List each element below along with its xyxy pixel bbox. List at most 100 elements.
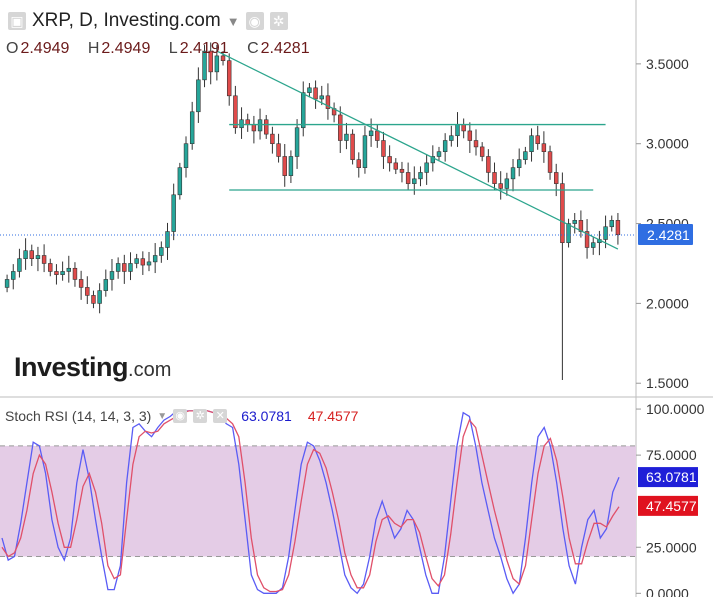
candle-body	[85, 287, 90, 296]
candle-body	[276, 143, 281, 157]
stoch-tick-label: 0.0000	[646, 585, 689, 597]
stoch-k-value: 63.0781	[241, 408, 292, 424]
last-price-label: 2.4281	[647, 227, 690, 243]
candle-body	[122, 263, 127, 272]
candle-body	[547, 151, 553, 173]
price-tick-label: 3.5000	[646, 56, 689, 72]
candle-body	[584, 231, 590, 248]
candle-body	[560, 183, 565, 244]
investing-logo: Investing.com	[14, 352, 171, 383]
gear-icon[interactable]: ✲	[269, 12, 288, 30]
candle-body	[35, 255, 41, 259]
candle-body	[109, 271, 115, 280]
trendline-1	[216, 50, 619, 250]
candle-body	[282, 156, 287, 176]
chevron-down-icon[interactable]: ▼	[157, 410, 168, 422]
candle-body	[479, 146, 485, 157]
low-value: 2.4191	[179, 40, 229, 57]
candle-body	[375, 130, 380, 141]
candle-body	[591, 242, 596, 248]
stoch-k-tag-label: 63.0781	[646, 469, 697, 485]
candle-body	[189, 111, 195, 145]
chevron-down-icon[interactable]: ▼	[226, 13, 240, 29]
logo-brand: Investing	[14, 352, 129, 382]
candle-body	[338, 114, 343, 141]
gear-icon[interactable]: ✲	[193, 409, 208, 423]
candle-body	[270, 133, 275, 145]
candle-body	[152, 255, 158, 263]
candle-body	[325, 95, 331, 109]
open-key: O	[6, 40, 19, 57]
candle-body	[177, 167, 183, 196]
candle-body	[226, 60, 232, 97]
close-key: C	[247, 40, 259, 57]
eye-icon[interactable]: ◉	[245, 12, 264, 30]
candle-body	[103, 279, 109, 291]
candle-body	[91, 295, 96, 304]
open-value: 2.4949	[20, 40, 70, 57]
candle-body	[609, 220, 614, 228]
candle-body	[17, 258, 22, 272]
candle-body	[442, 140, 448, 152]
candle-body	[350, 133, 355, 160]
candle-body	[504, 178, 510, 189]
candle-body	[486, 156, 491, 173]
ohlc-readout: O 2.4949 H 2.4949 L 2.4191 C 2.4281	[6, 40, 324, 58]
candle-body	[196, 79, 201, 113]
candle-body	[449, 135, 454, 141]
window-icon[interactable]: ▣	[8, 12, 26, 30]
candle-body	[146, 261, 152, 266]
candle-body	[159, 247, 164, 256]
candle-body	[134, 258, 139, 264]
candle-body	[72, 267, 78, 280]
candle-body	[554, 172, 559, 184]
stoch-rsi-title: Stoch RSI (14, 14, 3, 3)	[5, 408, 152, 424]
stoch-k-line	[1, 410, 620, 595]
symbol-label: XRP, D, Investing.com	[32, 10, 221, 31]
candle-body	[23, 250, 28, 259]
high-value: 2.4949	[101, 40, 151, 57]
candle-body	[529, 135, 534, 152]
candle-body	[344, 133, 349, 141]
chart-header: ▣ XRP, D, Investing.com ▼ ◉ ✲	[8, 10, 288, 32]
candle-body	[128, 263, 133, 272]
candle-body	[615, 220, 621, 236]
candle-body	[418, 172, 423, 180]
stoch-d-tag	[638, 495, 698, 516]
candle-body	[603, 226, 608, 240]
candle-body	[516, 159, 522, 168]
candle-body	[436, 151, 442, 157]
price-tick-label: 1.5000	[646, 375, 689, 391]
eye-icon[interactable]: ◉	[173, 409, 188, 423]
candle-body	[4, 279, 10, 288]
candle-body	[140, 258, 146, 266]
candle-body	[356, 159, 361, 168]
candle-body	[307, 87, 312, 93]
candle-body	[54, 271, 59, 275]
close-icon[interactable]: ✕	[213, 409, 228, 423]
stoch-rsi-header: Stoch RSI (14, 14, 3, 3) ▼ ◉ ✲ ✕ 63.0781…	[5, 408, 358, 424]
candle-body	[245, 119, 250, 125]
candle-body	[492, 172, 497, 184]
close-value: 2.4281	[260, 40, 310, 57]
candle-body	[523, 151, 528, 160]
candle-body	[251, 124, 257, 132]
candle-body	[264, 119, 269, 135]
candle-body	[412, 178, 417, 184]
price-tick-label: 2.0000	[646, 295, 689, 311]
candle-body	[11, 271, 16, 280]
stoch-d-value: 47.4577	[307, 408, 359, 424]
candle-body	[498, 183, 503, 189]
high-key: H	[87, 40, 100, 57]
stoch-tick-label: 75.0000	[646, 447, 697, 463]
candle-body	[97, 290, 102, 304]
candle-body	[473, 140, 479, 148]
candle-body	[572, 220, 577, 224]
stoch-k-tag	[638, 467, 698, 488]
price-tick-label: 3.0000	[646, 136, 689, 152]
candle-body	[301, 92, 306, 129]
stoch-tick-label: 100.0000	[646, 401, 705, 417]
low-key: L	[168, 40, 178, 57]
candle-body	[288, 156, 294, 176]
